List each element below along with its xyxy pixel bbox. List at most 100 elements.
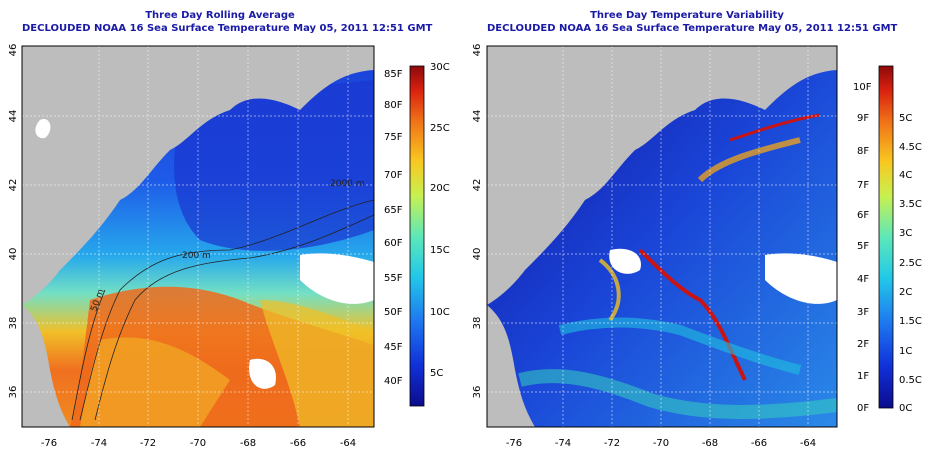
cold-water bbox=[174, 80, 374, 251]
x-tick: -76 bbox=[506, 438, 522, 449]
colorbar-label: 5F bbox=[857, 241, 869, 252]
colorbar-label: 45F bbox=[384, 342, 403, 353]
colorbar-label: 0.5C bbox=[899, 375, 922, 386]
colorbar-label: 1F bbox=[857, 371, 869, 382]
x-tick: -64 bbox=[800, 438, 816, 449]
colorbar-label: 2C bbox=[899, 287, 912, 298]
x-tick: -68 bbox=[702, 438, 718, 449]
contour-200m bbox=[79, 199, 374, 421]
colorbar-label: 2.5C bbox=[899, 258, 922, 269]
colorbar-label: 30C bbox=[430, 62, 450, 73]
left-map-frame bbox=[21, 45, 375, 428]
colorbar-label: 85F bbox=[384, 69, 403, 80]
x-tick: -66 bbox=[751, 438, 767, 449]
colorbar-label: 6F bbox=[857, 210, 869, 221]
x-tick: -72 bbox=[140, 438, 156, 449]
y-tick: 38 bbox=[472, 317, 483, 330]
cloud-patch bbox=[765, 253, 837, 304]
land-south bbox=[487, 305, 535, 427]
y-tick: 44 bbox=[472, 110, 483, 123]
y-tick: 38 bbox=[8, 317, 19, 330]
colorbar-label: 50F bbox=[384, 307, 403, 318]
right-x-axis: -76 -74 -72 -70 -68 -66 -64 bbox=[506, 438, 816, 449]
y-tick: 40 bbox=[472, 248, 483, 261]
contour-label-2000m: 2000 m bbox=[330, 179, 365, 189]
y-tick: 36 bbox=[472, 386, 483, 399]
left-x-axis: -76 -74 -72 -70 -68 -66 -64 bbox=[41, 438, 356, 449]
colorbar-label: 8F bbox=[857, 146, 869, 157]
colorbar-label: 4C bbox=[899, 170, 912, 181]
colorbar-label: 75F bbox=[384, 132, 403, 143]
left-colorbar-f-labels: 85F 80F 75F 70F 65F 60F 55F 50F 45F 40F bbox=[384, 69, 403, 387]
colorbar-label: 10F bbox=[853, 82, 872, 93]
x-tick: -64 bbox=[340, 438, 356, 449]
x-tick: -68 bbox=[240, 438, 256, 449]
x-tick: -74 bbox=[91, 438, 107, 449]
contour-label-200m: 200 m bbox=[182, 251, 211, 261]
colorbar-label: 15C bbox=[430, 245, 450, 256]
colorbar-label: 70F bbox=[384, 170, 403, 181]
left-map bbox=[22, 46, 374, 427]
x-tick: -76 bbox=[41, 438, 57, 449]
colorbar-label: 65F bbox=[384, 205, 403, 216]
colorbar-label: 80F bbox=[384, 100, 403, 111]
left-title: Three Day Rolling Average bbox=[145, 10, 295, 21]
colorbar-label: 1.5C bbox=[899, 316, 922, 327]
colorbar-label: 3C bbox=[899, 228, 912, 239]
x-tick: -70 bbox=[190, 438, 206, 449]
contour-50m bbox=[71, 289, 106, 421]
variability-band bbox=[518, 369, 837, 419]
y-tick: 44 bbox=[8, 110, 19, 123]
colorbar-label: 3F bbox=[857, 307, 869, 318]
y-tick: 40 bbox=[8, 248, 19, 261]
left-colorbar bbox=[409, 65, 425, 407]
y-tick: 36 bbox=[8, 386, 19, 399]
colorbar-label: 7F bbox=[857, 180, 869, 191]
right-y-axis: 46 44 42 40 38 36 bbox=[472, 44, 483, 399]
variability-band bbox=[558, 317, 802, 375]
cloud-patch bbox=[35, 119, 51, 139]
warm-patch-east bbox=[260, 300, 374, 427]
right-colorbar-f-labels: 10F 9F 8F 7F 6F 5F 4F 3F 2F 1F 0F bbox=[853, 82, 872, 414]
land-north bbox=[22, 46, 374, 305]
colorbar-label: 20C bbox=[430, 183, 450, 194]
colorbar-label: 60F bbox=[384, 238, 403, 249]
colorbar-label: 40F bbox=[384, 376, 403, 387]
land-south bbox=[22, 305, 70, 427]
right-colorbar bbox=[878, 65, 894, 409]
x-tick: -72 bbox=[604, 438, 620, 449]
right-subtitle: DECLOUDED NOAA 16 Sea Surface Temperatur… bbox=[487, 23, 898, 34]
colorbar-label: 55F bbox=[384, 273, 403, 284]
right-map-frame bbox=[486, 45, 838, 428]
right-colorbar-c-labels: 5C 4.5C 4C 3.5C 3C 2.5C 2C 1.5C 1C 0.5C … bbox=[899, 113, 922, 414]
land-north bbox=[487, 46, 837, 305]
colorbar-label: 4.5C bbox=[899, 142, 922, 153]
right-title: Three Day Temperature Variability bbox=[590, 10, 784, 21]
warm-patch bbox=[80, 337, 230, 427]
variability-front bbox=[697, 137, 801, 183]
variability-front bbox=[598, 258, 621, 322]
left-colorbar-c-labels: 30C 25C 20C 15C 10C 5C bbox=[430, 62, 450, 379]
x-tick: -66 bbox=[290, 438, 306, 449]
x-tick: -70 bbox=[653, 438, 669, 449]
cloud-patch bbox=[300, 253, 374, 304]
colorbar-label: 5C bbox=[899, 113, 912, 124]
cloud-patch bbox=[609, 248, 641, 274]
left-y-axis: 46 44 42 40 38 36 bbox=[8, 44, 19, 399]
colorbar-label: 0C bbox=[899, 403, 912, 414]
x-tick: -74 bbox=[555, 438, 571, 449]
y-tick: 42 bbox=[8, 179, 19, 192]
cloud-patch bbox=[249, 358, 276, 389]
colorbar-label: 5C bbox=[430, 368, 443, 379]
right-map bbox=[487, 46, 837, 427]
left-subtitle: DECLOUDED NOAA 16 Sea Surface Temperatur… bbox=[22, 23, 433, 34]
colorbar-label: 1C bbox=[899, 346, 912, 357]
variability-front bbox=[729, 113, 821, 142]
y-tick: 46 bbox=[472, 44, 483, 57]
colorbar-label: 25C bbox=[430, 123, 450, 134]
colorbar-label: 10C bbox=[430, 307, 450, 318]
contour-2000m bbox=[94, 214, 374, 421]
colorbar-label: 9F bbox=[857, 113, 869, 124]
colorbar-label: 2F bbox=[857, 339, 869, 350]
